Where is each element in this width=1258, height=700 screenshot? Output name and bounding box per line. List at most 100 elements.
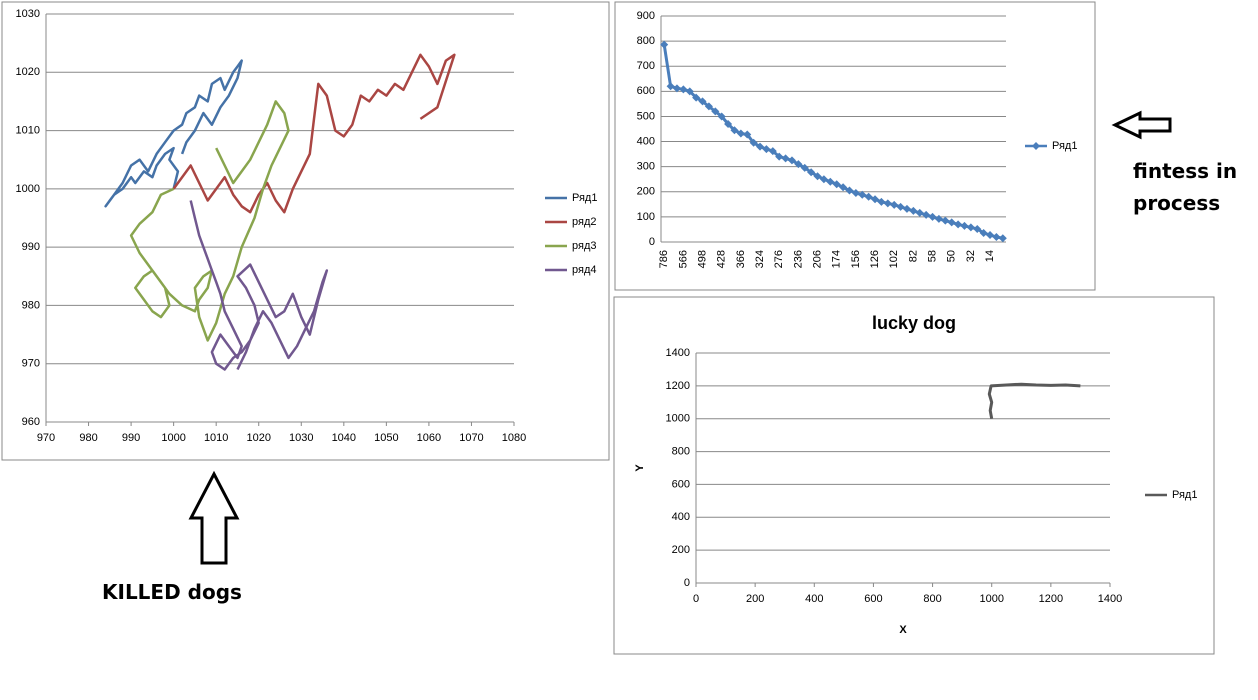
marker	[909, 206, 918, 215]
x-tick-label: 1070	[459, 432, 483, 444]
marker	[832, 180, 841, 189]
marker	[928, 212, 937, 221]
legend-label: Ряд1	[572, 192, 597, 204]
y-tick-label: 1400	[666, 347, 690, 359]
y-tick-label: 900	[637, 10, 655, 22]
y-tick-label: 700	[637, 60, 655, 72]
arrow-left	[1111, 110, 1172, 140]
marker	[915, 208, 924, 217]
marker	[826, 177, 835, 186]
marker	[794, 160, 803, 169]
y-tick-label: 500	[637, 110, 655, 122]
annotation: fintess in process	[1133, 159, 1238, 215]
legend-label: ряд3	[572, 240, 597, 252]
y-axis-label: Y	[634, 464, 646, 472]
y-tick-label: 980	[22, 299, 40, 311]
x-tick-label: 174	[831, 250, 843, 268]
x-tick-label: 102	[888, 250, 900, 268]
y-tick-label: 600	[637, 85, 655, 97]
x-tick-label: 1030	[289, 432, 313, 444]
y-tick-label: 1010	[16, 124, 40, 136]
annotation: KILLED dogs	[102, 580, 242, 604]
legend-label: ряд4	[572, 264, 597, 276]
marker	[819, 175, 828, 184]
y-tick-label: 960	[22, 416, 40, 428]
y-tick-label: 600	[672, 478, 690, 490]
x-tick-label: 14	[984, 250, 996, 262]
marker	[986, 230, 995, 239]
y-tick-label: 100	[637, 211, 655, 223]
legend-marker	[1032, 142, 1040, 150]
x-tick-label: 400	[805, 593, 823, 605]
x-tick-label: 276	[773, 250, 785, 268]
marker	[954, 220, 963, 229]
x-tick-label: 428	[716, 250, 728, 268]
marker	[966, 223, 975, 232]
x-axis-label: X	[899, 624, 907, 636]
x-tick-label: 50	[946, 250, 958, 262]
marker	[896, 202, 905, 211]
x-tick-label: 786	[658, 250, 670, 268]
marker	[692, 93, 701, 102]
marker	[979, 228, 988, 237]
x-tick-label: 1050	[374, 432, 398, 444]
x-tick-label: 206	[811, 250, 823, 268]
x-tick-label: 1060	[417, 432, 441, 444]
x-tick-label: 1080	[502, 432, 526, 444]
x-tick-label: 1200	[1039, 593, 1063, 605]
legend-label: ряд2	[572, 216, 597, 228]
x-tick-label: 800	[923, 593, 941, 605]
x-tick-label: 1000	[161, 432, 185, 444]
series-line	[172, 53, 456, 214]
marker	[749, 138, 758, 147]
chart-title: lucky dog	[872, 313, 956, 333]
marker	[934, 214, 943, 223]
marker	[730, 126, 739, 135]
marker	[864, 192, 873, 201]
y-tick-label: 0	[649, 236, 655, 248]
y-tick-label: 800	[672, 445, 690, 457]
chart-frame	[1, 1, 610, 461]
x-tick-label: 1400	[1098, 593, 1122, 605]
y-tick-label: 200	[672, 544, 690, 556]
x-tick-label: 990	[122, 432, 140, 444]
marker	[877, 197, 886, 206]
marker	[679, 85, 688, 94]
marker	[807, 168, 816, 177]
marker	[992, 232, 1001, 241]
y-tick-label: 400	[637, 135, 655, 147]
marker	[839, 183, 848, 192]
marker	[960, 221, 969, 230]
x-tick-label: 1010	[204, 432, 228, 444]
y-tick-label: 300	[637, 161, 655, 173]
y-tick-label: 200	[637, 186, 655, 198]
marker	[660, 40, 669, 49]
marker	[762, 145, 771, 154]
x-tick-label: 1040	[332, 432, 356, 444]
x-tick-label: 366	[735, 250, 747, 268]
x-tick-label: 1020	[246, 432, 270, 444]
chart-frame	[614, 1, 1096, 291]
x-tick-label: 324	[754, 250, 766, 268]
marker	[845, 186, 854, 195]
y-tick-label: 990	[22, 241, 40, 253]
chart-frame	[613, 296, 1215, 655]
y-tick-label: 1000	[666, 413, 690, 425]
x-tick-label: 58	[926, 250, 938, 262]
marker	[685, 87, 694, 96]
y-tick-label: 400	[672, 511, 690, 523]
marker	[890, 200, 899, 209]
marker	[922, 210, 931, 219]
marker	[768, 147, 777, 156]
x-tick-label: 566	[677, 250, 689, 268]
y-tick-label: 1020	[16, 66, 40, 78]
arrow-up	[188, 470, 240, 565]
y-tick-label: 970	[22, 358, 40, 370]
x-tick-label: 126	[869, 250, 881, 268]
marker	[717, 112, 726, 121]
y-tick-label: 1030	[16, 8, 40, 20]
marker	[871, 195, 880, 204]
marker	[800, 163, 809, 172]
series-line	[189, 200, 329, 371]
x-tick-label: 236	[792, 250, 804, 268]
